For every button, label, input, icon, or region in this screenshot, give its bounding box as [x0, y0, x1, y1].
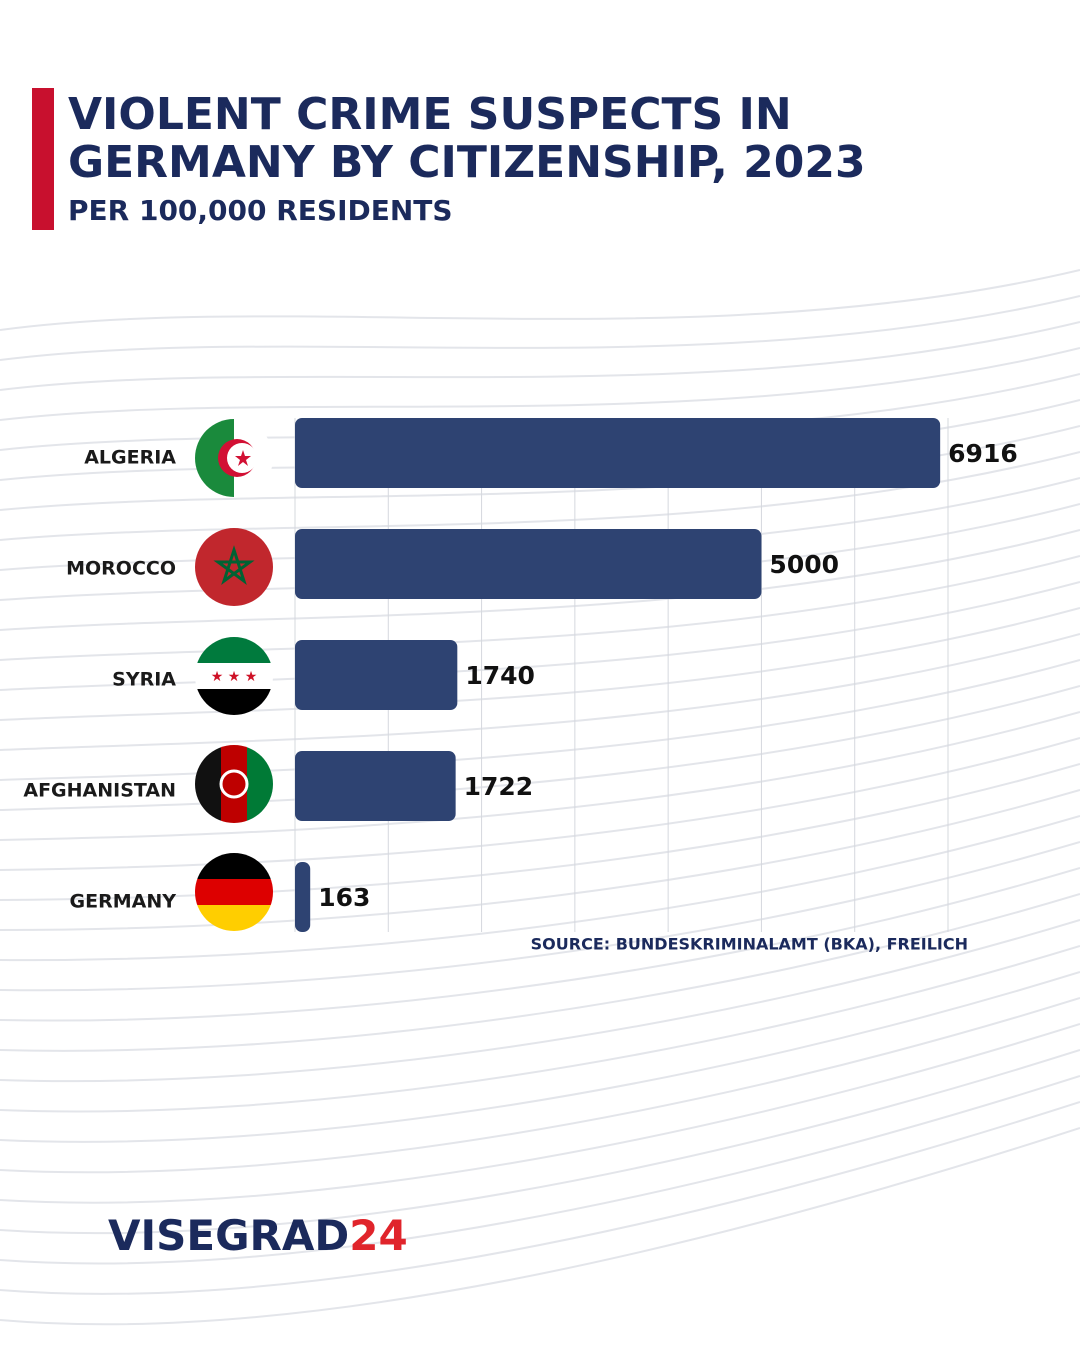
background-wave — [0, 1049, 1080, 1235]
background-wave — [0, 581, 1080, 691]
bar — [295, 418, 941, 488]
chart-title: VIOLENT CRIME SUSPECTS IN — [68, 89, 792, 140]
background-wave — [0, 1023, 1080, 1204]
background-wave — [0, 1075, 1080, 1265]
bar — [295, 751, 456, 821]
background-wave — [0, 893, 1080, 1052]
background-wave — [0, 945, 1080, 1113]
category-label: MOROCCO — [66, 558, 176, 580]
svg-text:★ ★ ★: ★ ★ ★ — [211, 669, 258, 685]
flag-algeria — [195, 419, 273, 497]
background-wave — [0, 737, 1080, 871]
category-label: ALGERIA — [84, 447, 176, 469]
category-label: AFGHANISTAN — [23, 780, 176, 802]
background-waves — [0, 269, 1080, 1326]
background-wave — [0, 841, 1080, 992]
background-wave — [0, 321, 1080, 391]
value-label: 5000 — [769, 550, 839, 579]
logo-number: 24 — [349, 1211, 407, 1260]
background-wave — [0, 711, 1080, 841]
chart-title: GERMANY BY CITIZENSHIP, 2023 — [68, 137, 866, 188]
background-wave — [0, 295, 1080, 361]
value-label: 1740 — [465, 661, 535, 690]
background-wave — [0, 789, 1080, 931]
bar — [295, 640, 458, 710]
logo-text: VISEGRAD24 — [108, 1211, 408, 1260]
background-wave — [0, 607, 1080, 721]
background-wave — [0, 997, 1080, 1174]
category-label: SYRIA — [112, 669, 176, 691]
flag-afghanistan — [195, 745, 273, 823]
bar — [295, 862, 311, 932]
background-wave — [0, 633, 1080, 751]
background-wave — [0, 815, 1080, 962]
flag-syria: ★ ★ ★ — [195, 637, 273, 715]
background-wave — [0, 919, 1080, 1083]
background-wave — [0, 555, 1080, 661]
background-wave — [0, 867, 1080, 1022]
value-label: 1722 — [464, 772, 534, 801]
value-label: 163 — [318, 883, 370, 912]
background-wave — [0, 763, 1080, 901]
background-wave — [0, 1127, 1080, 1326]
background-wave — [0, 1101, 1080, 1295]
background-wave — [0, 347, 1080, 421]
background-wave — [0, 971, 1080, 1143]
title-accent — [32, 88, 54, 230]
value-label: 6916 — [948, 439, 1018, 468]
background-wave — [0, 529, 1080, 631]
background-wave — [0, 269, 1080, 331]
bar — [295, 529, 762, 599]
logo-name: VISEGRAD — [108, 1211, 349, 1260]
chart-subtitle: PER 100,000 RESIDENTS — [68, 194, 453, 227]
flag-germany — [195, 853, 273, 931]
source-note: SOURCE: BUNDESKRIMINALAMT (BKA), FREILIC… — [531, 935, 968, 954]
background-wave — [0, 659, 1080, 781]
background-wave — [0, 685, 1080, 811]
flag-morocco — [195, 528, 273, 606]
flags: ★ ★ ★ — [195, 419, 273, 931]
category-label: GERMANY — [70, 891, 177, 913]
